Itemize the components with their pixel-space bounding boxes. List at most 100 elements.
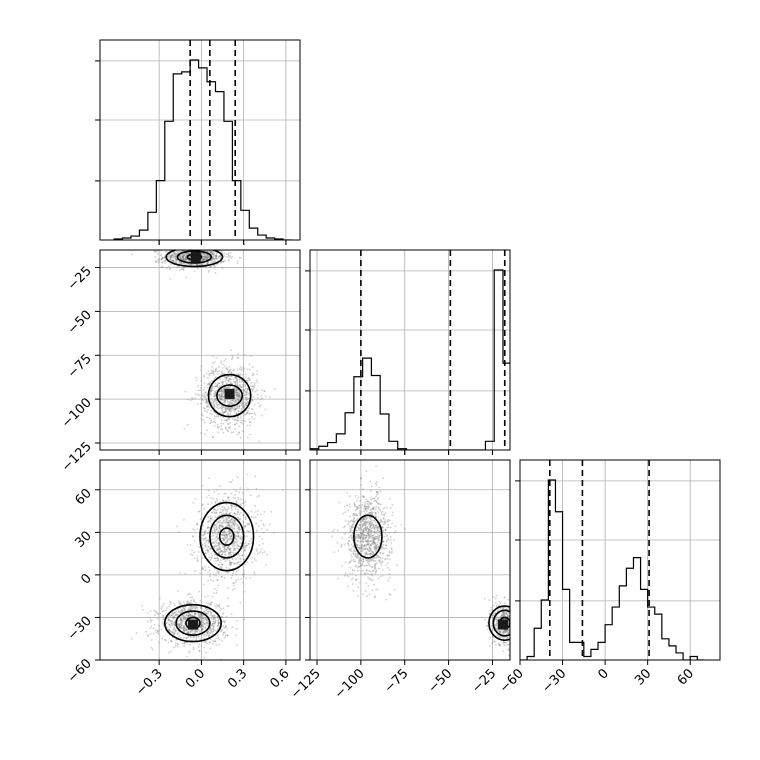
scatter-point: [203, 255, 206, 258]
scatter-point: [203, 610, 206, 613]
scatter-point: [369, 577, 372, 580]
scatter-point: [164, 259, 167, 262]
scatter-point: [356, 506, 359, 509]
scatter-point: [221, 363, 224, 366]
scatter-point: [237, 395, 240, 398]
scatter-point: [244, 396, 247, 399]
scatter-point: [208, 372, 210, 375]
scatter-point: [229, 564, 232, 567]
scatter-point: [377, 537, 380, 540]
scatter-point: [229, 551, 232, 553]
scatter-point: [366, 548, 369, 551]
scatter-point: [244, 544, 246, 547]
scatter-point: [200, 626, 203, 628]
scatter-point: [262, 523, 265, 526]
scatter-point: [214, 557, 217, 560]
scatter-point: [250, 408, 253, 410]
scatter-point: [221, 550, 223, 552]
scatter-point: [228, 259, 231, 262]
scatter-point: [179, 619, 182, 622]
scatter-point: [234, 380, 237, 383]
scatter-point: [211, 642, 214, 645]
scatter-point: [228, 386, 231, 389]
scatter-point: [373, 519, 375, 522]
scatter-point: [200, 614, 202, 617]
scatter-point: [236, 531, 239, 533]
scatter-point: [360, 534, 363, 537]
scatter-point: [368, 533, 371, 536]
scatter-point: [151, 648, 154, 651]
scatter-point: [193, 557, 196, 560]
scatter-point: [238, 394, 241, 397]
scatter-point: [235, 389, 238, 392]
scatter-point: [515, 629, 517, 631]
scatter-point: [223, 401, 226, 403]
scatter-point: [213, 361, 216, 364]
scatter-point: [225, 382, 228, 385]
scatter-point: [373, 531, 376, 534]
scatter-point: [245, 413, 247, 416]
scatter-point: [239, 528, 242, 531]
scatter-point: [241, 554, 243, 557]
scatter-point: [222, 613, 224, 616]
scatter-point: [359, 499, 361, 502]
scatter-point: [222, 631, 225, 634]
scatter-point: [201, 263, 204, 266]
scatter-point: [249, 420, 252, 423]
scatter-point: [243, 546, 246, 549]
scatter-point: [213, 508, 216, 511]
scatter-point: [365, 529, 367, 532]
scatter-point: [206, 376, 209, 379]
scatter-point: [368, 560, 371, 563]
scatter-point: [229, 532, 232, 535]
scatter-point: [358, 581, 361, 584]
scatter-point: [201, 484, 204, 487]
scatter-point: [174, 630, 177, 632]
scatter-point: [369, 480, 372, 483]
scatter-point: [176, 247, 178, 249]
scatter-point: [234, 573, 237, 576]
scatter-point: [383, 506, 386, 509]
scatter-point: [187, 614, 190, 617]
scatter-point: [222, 390, 225, 393]
scatter-point: [189, 553, 192, 556]
scatter-point: [367, 558, 370, 561]
scatter-point: [233, 408, 236, 411]
scatter-point: [227, 547, 230, 550]
scatter-point: [377, 555, 380, 558]
scatter-point: [183, 628, 185, 631]
scatter-point: [178, 255, 181, 258]
scatter-point: [210, 250, 213, 253]
scatter-point: [168, 624, 171, 627]
scatter-point: [211, 250, 213, 253]
scatter-point: [260, 394, 263, 397]
scatter-point: [170, 640, 173, 643]
scatter-point: [375, 548, 377, 550]
scatter-point: [362, 495, 365, 498]
scatter-point: [166, 250, 168, 253]
scatter-point: [200, 615, 203, 617]
scatter-point: [185, 252, 187, 255]
scatter-point: [184, 617, 187, 620]
scatter-point: [367, 539, 370, 541]
scatter-point: [215, 557, 218, 560]
scatter-point: [242, 575, 245, 578]
scatter-point: [204, 248, 206, 250]
scatter-point: [229, 425, 232, 428]
scatter-point: [204, 245, 206, 247]
scatter-point: [207, 502, 209, 505]
scatter-point: [373, 519, 376, 522]
scatter-point: [220, 394, 223, 396]
scatter-point: [381, 525, 384, 528]
scatter-point: [185, 613, 188, 616]
scatter-point: [367, 558, 370, 561]
scatter-point: [235, 407, 238, 410]
scatter-point: [360, 523, 363, 526]
scatter-point: [251, 390, 254, 392]
scatter-point: [217, 541, 220, 544]
scatter-point: [223, 530, 226, 533]
scatter-point: [223, 521, 226, 524]
scatter-point: [358, 537, 360, 540]
scatter-point: [365, 505, 368, 508]
scatter-point: [211, 256, 214, 259]
